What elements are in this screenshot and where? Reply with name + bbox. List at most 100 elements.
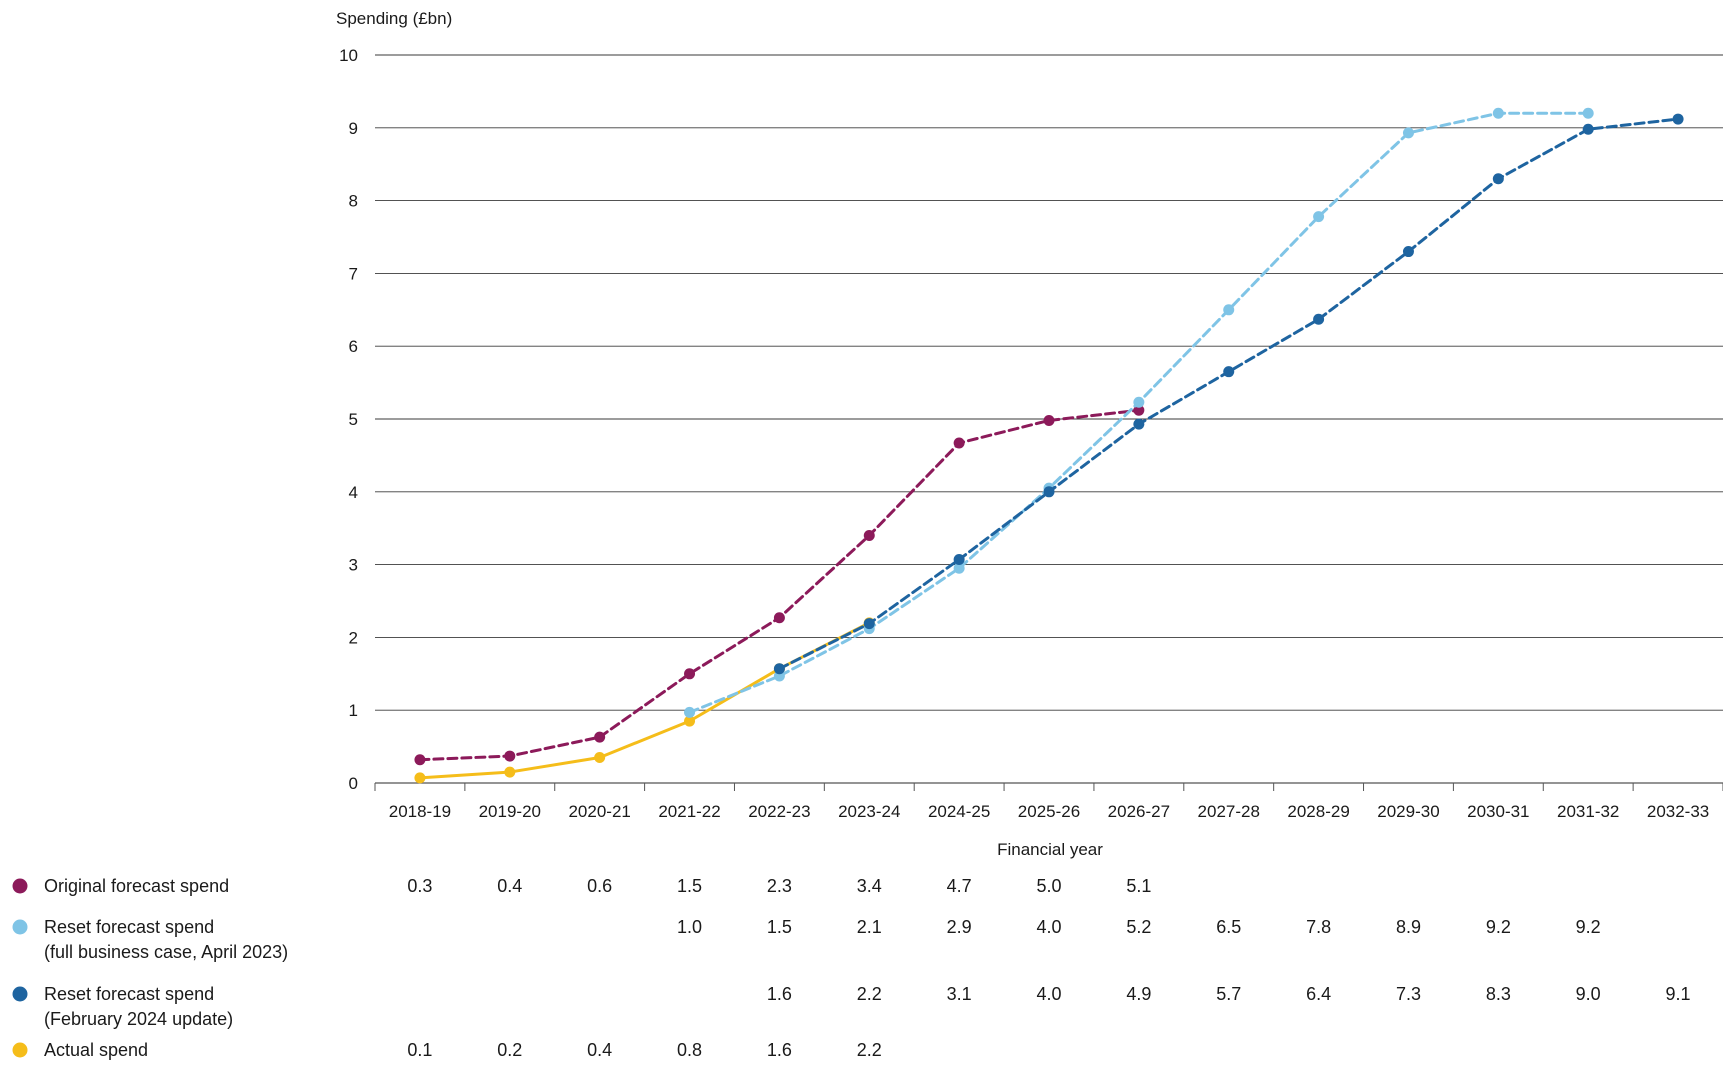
table-cell: 0.8 xyxy=(677,1040,702,1060)
y-tick-label: 10 xyxy=(339,46,358,65)
data-point xyxy=(594,752,606,764)
data-point xyxy=(1223,366,1235,378)
x-axis: 2018-19 2019-20 2020-21 2021-22 2022-23 2023-… xyxy=(374,783,1723,821)
table-cell: 4.0 xyxy=(1036,917,1061,937)
data-point xyxy=(504,766,516,778)
table-cell: 1.6 xyxy=(767,984,792,1004)
y-tick-labels: 0 1 2 3 4 5 6 7 8 9 10 xyxy=(339,46,358,793)
data-point xyxy=(684,668,696,680)
table-cell: 3.1 xyxy=(947,984,972,1004)
legend-marker xyxy=(12,1042,28,1058)
data-point xyxy=(1582,107,1594,119)
data-point xyxy=(1133,418,1145,430)
table-cell: 1.5 xyxy=(677,876,702,896)
legend-label-line2: (full business case, April 2023) xyxy=(44,942,288,962)
x-tick-label: 2018-19 xyxy=(389,802,451,821)
legend-label: Original forecast spend xyxy=(44,876,229,896)
table-cell: 3.4 xyxy=(857,876,882,896)
series-1 xyxy=(414,404,1145,766)
table-cell: 0.6 xyxy=(587,876,612,896)
x-tick-label: 2032-33 xyxy=(1647,802,1709,821)
x-tick-label: 2021-22 xyxy=(658,802,720,821)
x-tick-label: 2023-24 xyxy=(838,802,900,821)
data-point xyxy=(1223,304,1235,316)
y-tick-label: 5 xyxy=(349,410,358,429)
x-tick-label: 2022-23 xyxy=(748,802,810,821)
data-point xyxy=(1402,127,1414,139)
legend-label: Reset forecast spend xyxy=(44,984,214,1004)
data-point xyxy=(594,731,606,743)
x-tick-label: 2020-21 xyxy=(568,802,630,821)
y-tick-label: 4 xyxy=(349,483,358,502)
table-cell: 2.9 xyxy=(947,917,972,937)
table-cell: 0.2 xyxy=(497,1040,522,1060)
x-tick-label: 2027-28 xyxy=(1198,802,1260,821)
x-tick-label: 2026-27 xyxy=(1108,802,1170,821)
legend-label: Reset forecast spend xyxy=(44,917,214,937)
data-point xyxy=(1043,486,1055,498)
data-point xyxy=(773,663,785,675)
table-row: Reset forecast spend (February 2024 updat… xyxy=(12,984,1691,1029)
legend-marker xyxy=(12,878,28,894)
legend-label: Actual spend xyxy=(44,1040,148,1060)
data-point xyxy=(414,772,426,784)
data-point xyxy=(684,706,696,718)
x-tick-label: 2024-25 xyxy=(928,802,990,821)
legend-marker xyxy=(12,986,28,1002)
data-point xyxy=(1313,313,1325,325)
table-cell: 9.0 xyxy=(1576,984,1601,1004)
table-cell: 2.2 xyxy=(857,1040,882,1060)
data-point xyxy=(1402,246,1414,258)
data-point xyxy=(1133,404,1145,416)
y-tick-label: 6 xyxy=(349,337,358,356)
table-row: Actual spend 0.1 0.2 0.4 0.8 1.6 2.2 xyxy=(12,1040,882,1060)
data-point xyxy=(1582,123,1594,135)
data-point xyxy=(1313,211,1325,223)
table-cell: 0.4 xyxy=(587,1040,612,1060)
x-tick-label: 2031-32 xyxy=(1557,802,1619,821)
table-cell: 1.6 xyxy=(767,1040,792,1060)
data-point xyxy=(504,750,516,762)
table-cell: 5.0 xyxy=(1036,876,1061,896)
y-tick-label: 2 xyxy=(349,628,358,647)
table-cell: 6.5 xyxy=(1216,917,1241,937)
table-cell: 5.2 xyxy=(1126,917,1151,937)
data-point xyxy=(1492,107,1504,119)
table-cell: 4.7 xyxy=(947,876,972,896)
data-table: Original forecast spend 0.3 0.4 0.6 1.5 2.3 3.… xyxy=(12,876,1691,1060)
table-cell: 5.1 xyxy=(1126,876,1151,896)
data-point xyxy=(684,715,696,727)
table-row: Original forecast spend 0.3 0.4 0.6 1.5 2.3 3.… xyxy=(12,876,1151,896)
y-tick-label: 3 xyxy=(349,556,358,575)
x-axis-label: Financial year xyxy=(997,840,1103,859)
x-tick-label: 2028-29 xyxy=(1287,802,1349,821)
table-cell: 2.1 xyxy=(857,917,882,937)
data-point xyxy=(953,562,965,574)
x-tick-label: 2029-30 xyxy=(1377,802,1439,821)
table-cell: 1.5 xyxy=(767,917,792,937)
y-tick-label: 7 xyxy=(349,264,358,283)
legend-marker xyxy=(12,919,28,935)
table-cell: 2.2 xyxy=(857,984,882,1004)
data-point xyxy=(953,554,965,566)
table-cell: 9.2 xyxy=(1486,917,1511,937)
table-cell: 1.0 xyxy=(677,917,702,937)
table-cell: 4.9 xyxy=(1126,984,1151,1004)
table-cell: 7.3 xyxy=(1396,984,1421,1004)
x-tick-label: 2025-26 xyxy=(1018,802,1080,821)
series-line xyxy=(418,621,871,780)
table-cell: 8.9 xyxy=(1396,917,1421,937)
y-tick-label: 8 xyxy=(349,192,358,211)
table-cell: 0.1 xyxy=(407,1040,432,1060)
series-3 xyxy=(773,113,1684,675)
table-cell: 9.2 xyxy=(1576,917,1601,937)
data-point xyxy=(1672,113,1684,125)
y-tick-label: 1 xyxy=(349,701,358,720)
data-point xyxy=(1043,414,1055,426)
table-row: Reset forecast spend (full business case,… xyxy=(12,917,1601,962)
data-point xyxy=(863,618,875,630)
y-axis-label: Spending (£bn) xyxy=(336,9,452,28)
data-point xyxy=(1492,173,1504,185)
table-cell: 9.1 xyxy=(1666,984,1691,1004)
